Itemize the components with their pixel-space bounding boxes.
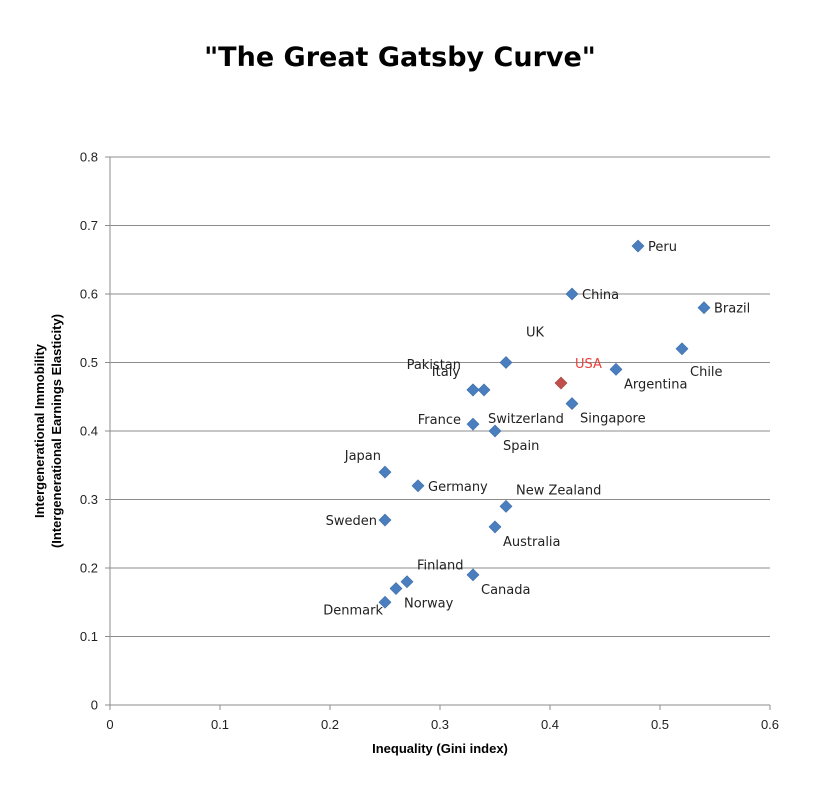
point-australia [488,520,502,534]
label-spain: Spain [503,439,539,454]
x-tick-label: 0.1 [211,717,229,732]
label-china: China [582,288,619,303]
axes [105,156,771,710]
y-axis-title-line1: Intergenerational Immobility [32,343,47,519]
point-switzerland [477,383,491,397]
label-canada: Canada [481,583,530,598]
data-labels: Peru China Brazil Chile UK Italy USA Argentina P… [323,240,750,618]
point-denmark [378,595,392,609]
point-norway [389,582,403,595]
label-brazil: Brazil [714,302,750,317]
x-tick-label: 0.4 [541,717,559,732]
y-tick-label: 0.5 [80,355,98,370]
label-germany: Germany [428,480,488,495]
y-tick-label: 0.7 [80,218,98,233]
point-usa [554,376,568,390]
x-tick-label: 0.2 [321,717,339,732]
point-spain [488,424,502,438]
point-argentina [609,362,623,376]
point-brazil [697,301,711,315]
label-sweden: Sweden [326,514,377,529]
y-axis-title: Intergenerational Immobility (Intergener… [28,157,68,705]
label-denmark: Denmark [323,603,383,618]
y-tick-label: 0.3 [80,492,98,507]
x-tick-label: 0.3 [431,717,449,732]
point-pakistan [466,383,480,397]
point-new-zealand [499,499,513,513]
point-chile [675,342,689,356]
y-tick-label: 0 [91,698,98,713]
x-tick-label: 0 [106,717,113,732]
label-peru: Peru [648,240,677,255]
label-france: France [418,413,461,428]
point-canada [466,568,480,582]
chart-title: "The Great Gatsby Curve" [204,42,596,73]
label-uk: UK [526,326,545,341]
x-tick-label: 0.5 [651,717,669,732]
y-axis-title-line2: (Intergenerational Earnings Elasticity) [49,313,64,549]
point-japan [378,465,392,479]
y-tick-label: 0.1 [80,629,98,644]
data-points [378,239,711,609]
point-peru [631,239,645,253]
label-chile: Chile [690,365,723,380]
label-finland: Finland [417,559,463,574]
y-tick-label: 0.6 [80,287,98,302]
x-tick-label: 0.6 [761,717,779,732]
label-italy: Italy [432,365,461,380]
point-sweden [378,513,392,527]
label-norway: Norway [404,597,454,612]
point-finland [400,575,414,589]
label-singapore: Singapore [580,412,646,427]
label-switzerland: Switzerland [488,412,564,427]
gridlines [110,156,770,637]
y-tick-label: 0.4 [80,424,98,439]
point-china [565,287,579,301]
point-uk [499,356,513,369]
label-new-zealand: New Zealand [516,483,601,498]
label-japan: Japan [344,449,381,464]
y-tick-label: 0.2 [80,561,98,576]
y-tick-label: 0.8 [80,150,98,165]
label-usa: USA [575,357,602,372]
x-axis-title: Inequality (Gini index) [372,741,508,756]
label-pakistan: Pakistan [407,358,461,373]
point-singapore [565,397,579,411]
tick-labels: 0 0.1 0.2 0.3 0.4 0.5 0.6 0.7 0.8 0 0.1 0.2 0.3 0.4 0.… [80,150,779,733]
point-france [466,417,480,431]
point-germany [411,479,425,493]
label-argentina: Argentina [624,377,687,392]
label-australia: Australia [503,535,561,550]
